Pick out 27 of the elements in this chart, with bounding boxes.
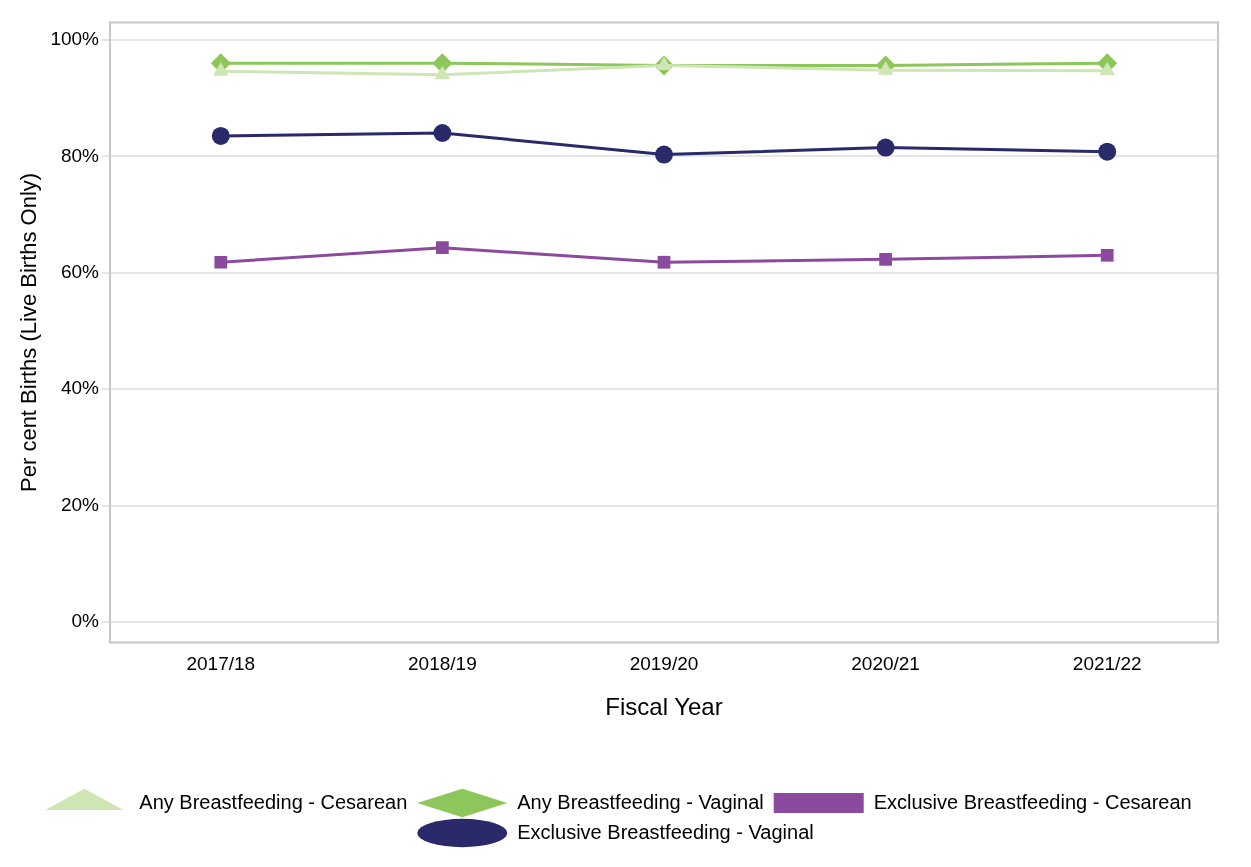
point: [1100, 248, 1114, 262]
y-tick-label: 40%: [60, 377, 100, 399]
point: [1098, 142, 1117, 161]
y-axis-title: Per cent Births (Live Births Only): [16, 172, 42, 492]
y-tick-label: 60%: [60, 260, 100, 282]
point: [436, 241, 449, 255]
y-tick-label: 0%: [71, 610, 100, 632]
y-tick-label: 100%: [50, 28, 100, 50]
x-tick-label: 2020/21: [851, 653, 920, 675]
legend-label: Exclusive Breastfeeding - Cesarean: [873, 790, 1192, 813]
legend-label: Any Breastfeeding - Cesarean: [139, 790, 408, 813]
x-axis-title: Fiscal Year: [605, 693, 723, 721]
x-tick-label: 2018/19: [408, 653, 477, 675]
point: [879, 252, 892, 266]
x-tick-label: 2021/22: [1072, 653, 1142, 675]
x-tick-label: 2017/18: [186, 653, 256, 675]
y-tick-label: 20%: [60, 493, 100, 515]
point: [876, 138, 895, 157]
point: [433, 124, 452, 143]
x-tick-label: 2019/20: [629, 653, 699, 675]
legend-label: Any Breastfeeding - Vaginal: [517, 790, 764, 813]
y-tick-label: 80%: [60, 144, 100, 166]
legend-label: Exclusive Breastfeeding - Vaginal: [517, 820, 814, 843]
point: [655, 145, 673, 164]
point: [657, 255, 671, 269]
point: [211, 126, 230, 145]
point: [214, 255, 228, 269]
